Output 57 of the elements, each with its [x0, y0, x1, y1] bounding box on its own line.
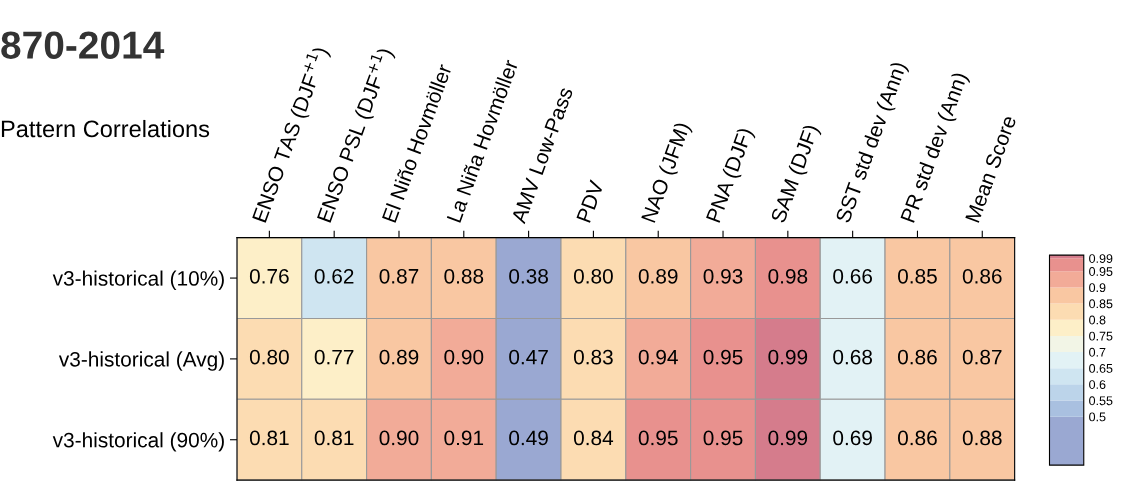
data-label: 0.81 [249, 430, 289, 446]
data-label: 0.76 [249, 268, 289, 284]
data-label: 0.95 [703, 349, 743, 365]
x-tick-label: NAO (JFM) [640, 121, 694, 225]
data-label: 0.66 [833, 268, 873, 284]
color-bar-label: 0.7 [1089, 347, 1106, 357]
data-label: 0.47 [509, 349, 548, 365]
data-label: 0.77 [314, 349, 354, 365]
x-tick-label: PDV [576, 179, 604, 223]
data-label: 0.93 [703, 268, 743, 284]
x-tick-label: SAM (DJF) [769, 123, 823, 225]
data-label: 0.88 [962, 430, 1002, 446]
data-label: 0.80 [249, 349, 289, 365]
x-tick-label: PNA (DJF) [705, 126, 757, 225]
chart-title: 870-2014 [1, 31, 165, 59]
data-label: 0.86 [898, 430, 937, 446]
data-label: 0.88 [444, 268, 484, 284]
data-label: 0.69 [833, 430, 872, 446]
color-bar-label: 0.99 [1089, 254, 1113, 263]
data-label: 0.90 [379, 430, 419, 446]
color-bar-label: 0.75 [1089, 331, 1113, 341]
data-label: 0.68 [833, 349, 873, 365]
x-tick-label: Mean Score [965, 114, 1017, 223]
data-label: 0.90 [444, 349, 484, 365]
color-bar-label: 0.85 [1089, 299, 1113, 309]
data-label: 0.49 [509, 430, 548, 446]
data-label: 0.99 [768, 349, 808, 365]
color-bar-label: 0.6 [1089, 380, 1106, 389]
color-bar-label: 0.8 [1089, 315, 1106, 325]
data-label: 0.89 [638, 268, 678, 284]
data-label: 0.85 [898, 268, 937, 284]
data-label: 0.87 [962, 349, 1002, 365]
data-label: 0.95 [703, 430, 743, 446]
data-label: 0.91 [444, 430, 484, 446]
chart-subtitle: Pattern Correlations [1, 119, 210, 138]
data-label: 0.81 [314, 430, 354, 446]
color-bar-label: 0.5 [1089, 412, 1106, 422]
data-label: 0.87 [379, 268, 419, 284]
y-tick-label: v3-historical (10%) [52, 270, 224, 290]
color-bar-label: 0.9 [1089, 283, 1106, 293]
y-tick-label: v3-historical (Avg) [58, 351, 224, 371]
data-label: 0.80 [573, 268, 613, 284]
color-bar-label: 0.55 [1089, 396, 1113, 406]
data-label: 0.83 [573, 349, 613, 365]
data-label: 0.62 [314, 268, 354, 284]
data-label: 0.95 [638, 430, 678, 446]
data-label: 0.89 [379, 349, 419, 365]
color-bar-label: 0.95 [1089, 267, 1113, 276]
data-label: 0.94 [638, 349, 678, 365]
y-tick-label: v3-historical (90%) [52, 432, 224, 452]
data-label: 0.38 [509, 268, 548, 284]
data-label: 0.86 [962, 268, 1002, 284]
data-label: 0.98 [768, 268, 808, 284]
data-label: 0.84 [573, 430, 614, 446]
color-bar-label: 0.65 [1089, 363, 1113, 373]
data-label: 0.86 [898, 349, 937, 365]
data-label: 0.99 [768, 430, 808, 446]
